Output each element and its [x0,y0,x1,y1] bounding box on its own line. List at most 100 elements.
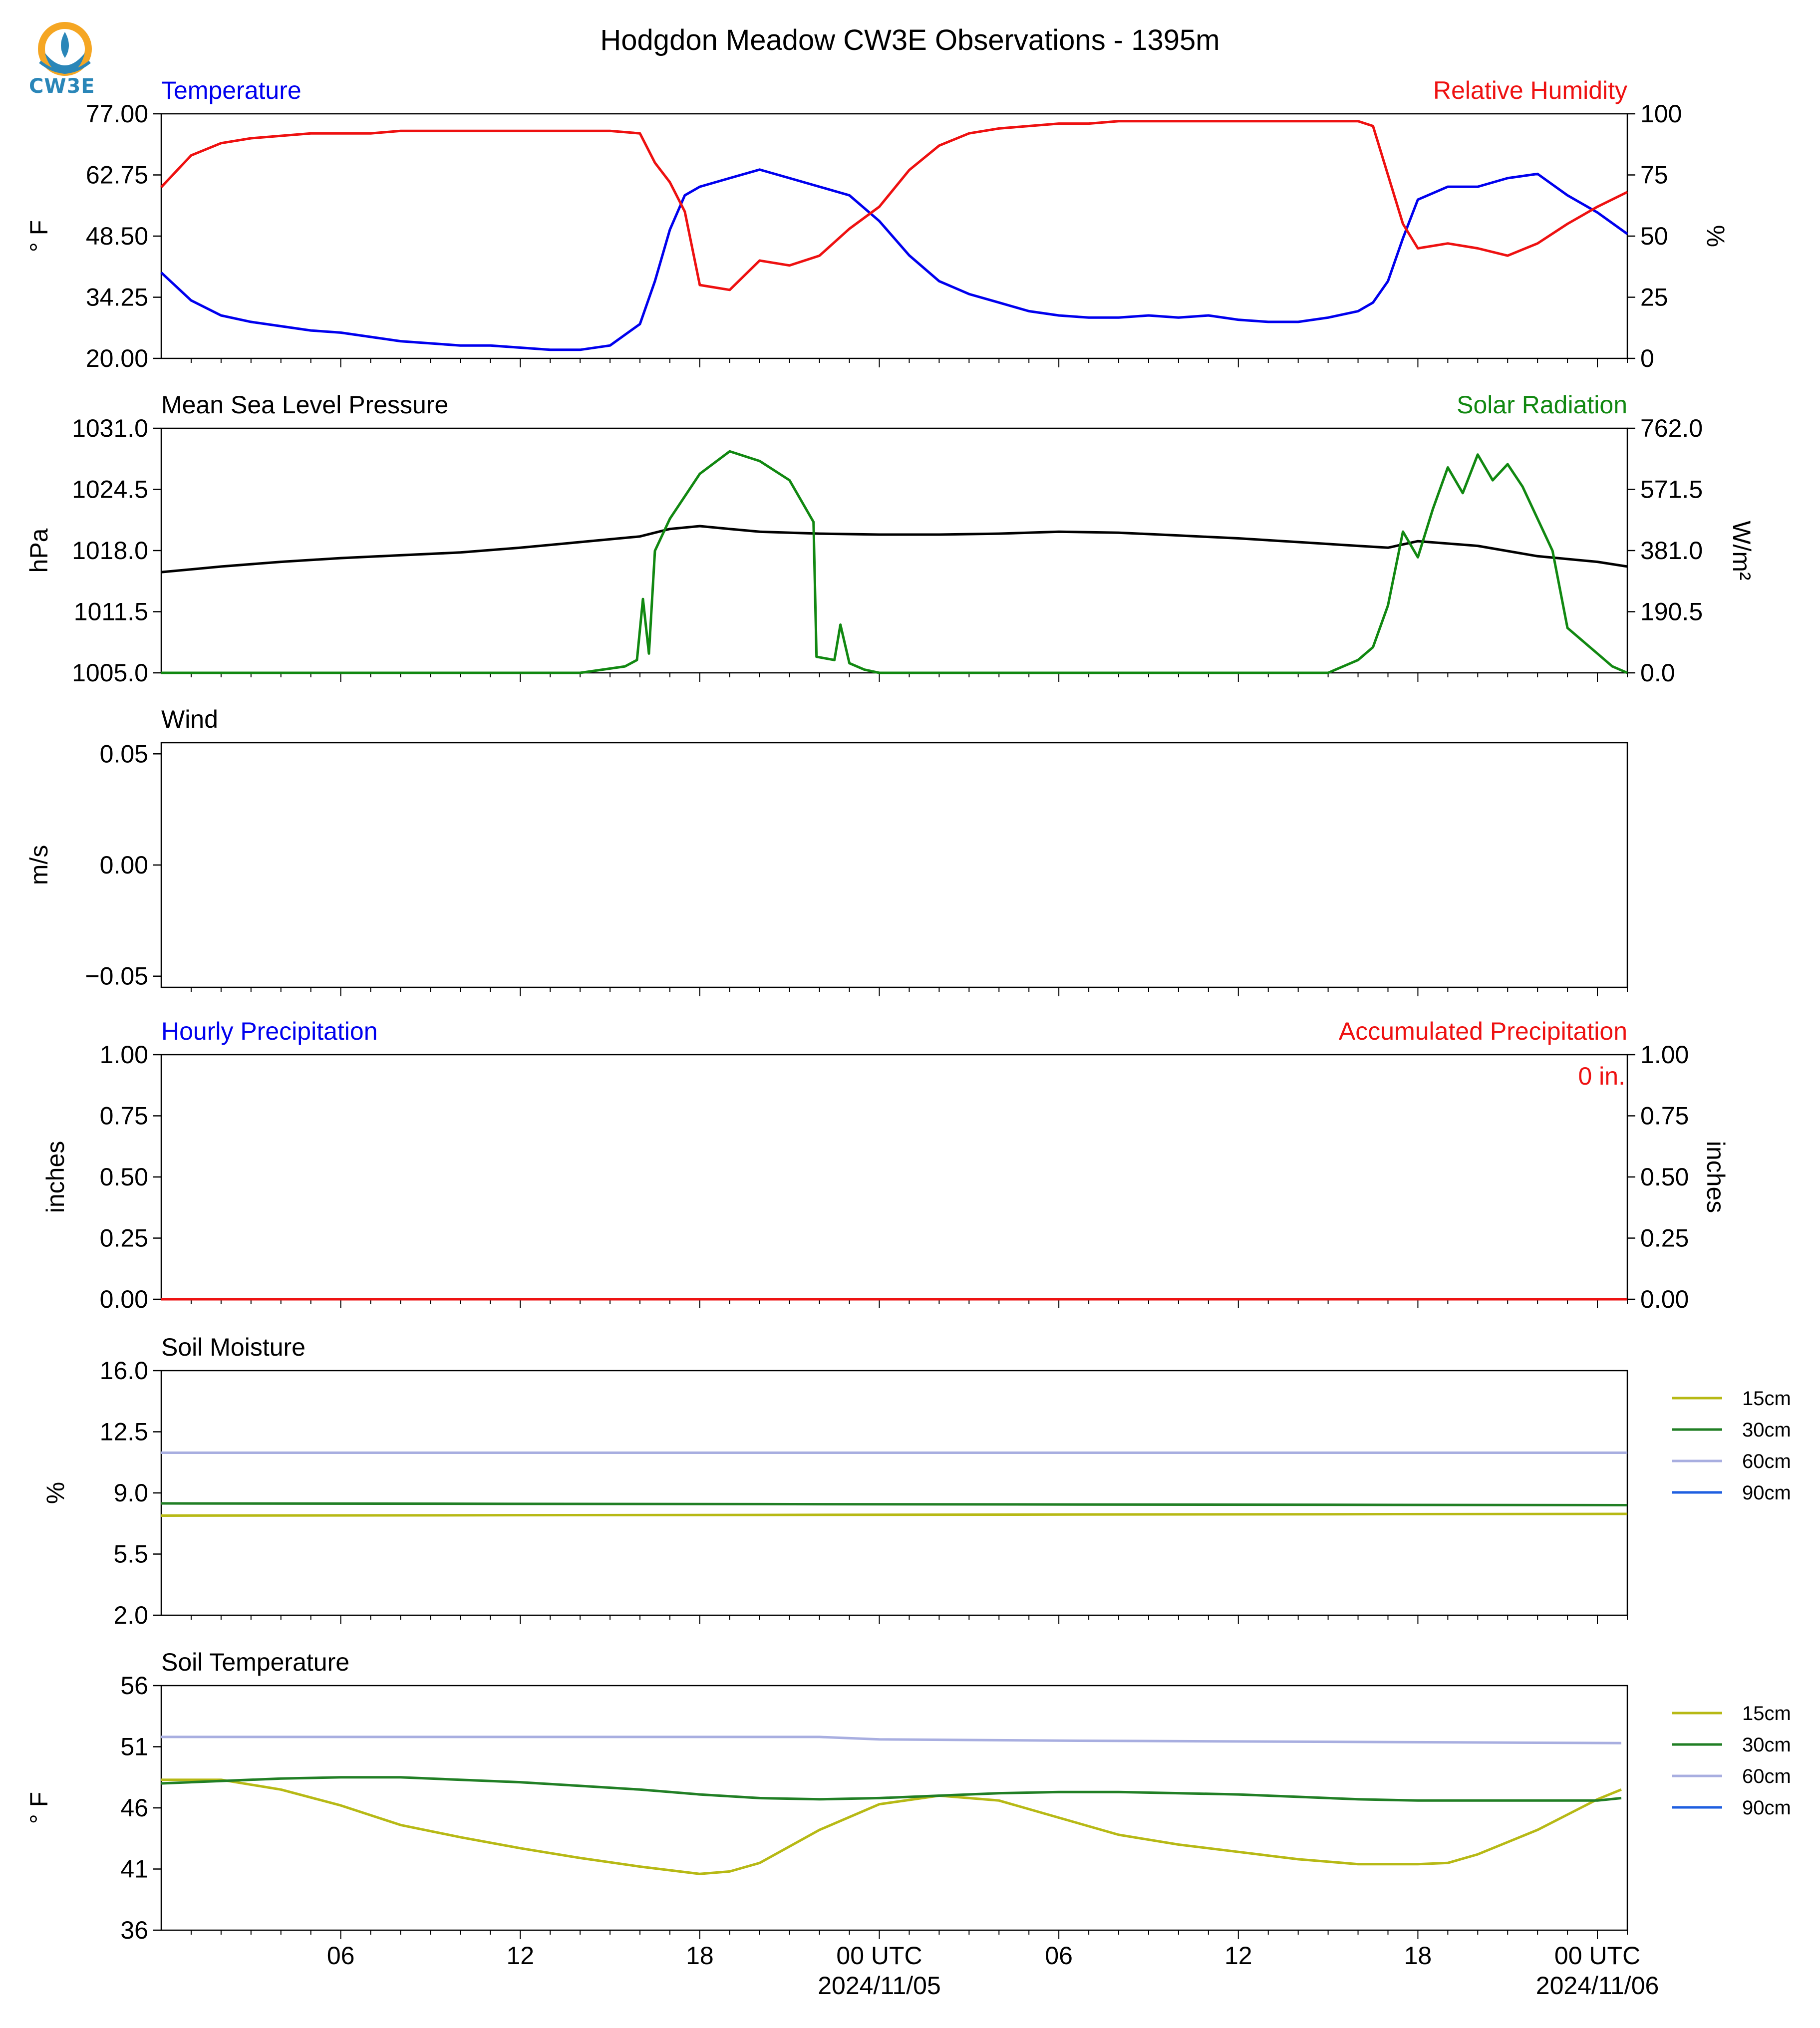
y-axis-label: ° F [25,1792,53,1824]
y-tick-label: 1024.5 [72,476,148,504]
panel-title-left: Hourly Precipitation [161,1017,378,1045]
y-tick-label: 2.0 [113,1601,148,1629]
legend-label-30cm: 30cm [1742,1419,1791,1441]
y-axis-label: % [41,1482,69,1504]
y-tick-label: 62.75 [86,161,148,189]
panel-title-right: Accumulated Precipitation [1339,1017,1627,1045]
panel-title-right: Relative Humidity [1433,76,1627,104]
y-tick-label-right: 0.00 [1640,1285,1689,1313]
panel-pressure_solar [153,427,1635,682]
y-axis-label-right: % [1702,225,1730,247]
y-tick-label-right: 571.5 [1640,476,1703,504]
x-tick-label: 12 [506,1942,534,1970]
y-tick-label-right: 1.00 [1640,1041,1689,1069]
y-tick-label-right: 50 [1640,222,1668,250]
x-tick-label: 06 [1045,1942,1073,1970]
y-tick-label: 48.50 [86,222,148,250]
legend-label-30cm: 30cm [1742,1734,1791,1756]
y-tick-label: 9.0 [113,1479,148,1507]
y-axis-label: ° F [25,220,53,252]
x-tick-label: 12 [1224,1942,1252,1970]
panel-soil_moisture [153,1370,1722,1624]
panel-frame [160,742,1628,988]
y-tick-label: 46 [120,1794,148,1822]
cw3e-logo-icon [38,22,92,76]
panel-frame [160,1054,1628,1300]
panel-title-left: Wind [161,705,218,733]
y-tick-label-right: 100 [1640,100,1682,128]
x-tick-label: 06 [327,1942,355,1970]
y-tick-label: 16.0 [100,1357,148,1385]
legend-label-60cm: 60cm [1742,1450,1791,1472]
y-tick-label-right: 762.0 [1640,414,1703,442]
x-tick-label: 18 [686,1942,714,1970]
panel-frame [160,113,1628,359]
panel-title-right: Solar Radiation [1457,391,1627,419]
y-tick-label-right: 75 [1640,161,1668,189]
panel-wind [153,742,1628,996]
y-tick-label-right: 25 [1640,284,1668,311]
y-tick-label: −0.05 [85,962,148,990]
panel-precipitation [153,1054,1635,1308]
legend-label-15cm: 15cm [1742,1703,1791,1725]
y-tick-label: 51 [120,1733,148,1761]
y-axis-label: m/s [25,845,53,885]
y-tick-label-right: 0.25 [1640,1224,1689,1252]
logo-text: CW3E [29,75,95,98]
series-15cm [161,1778,1622,1875]
y-axis-label-right: inches [1702,1141,1730,1213]
x-tick-label: 00 UTC [1554,1942,1640,1970]
x-date-label: 2024/11/06 [1536,1972,1659,2000]
x-tick-label: 18 [1404,1942,1432,1970]
panel-frame [160,427,1628,674]
accumulated-total-label: 0 in. [1578,1062,1625,1090]
y-tick-label: 1011.5 [74,598,148,626]
y-tick-label: 41 [120,1855,148,1883]
series-30cm [161,1502,1628,1506]
y-tick-label: 0.50 [100,1163,148,1191]
series-solar-radiation [161,450,1628,674]
y-tick-label: 36 [120,1916,148,1944]
series-60cm [161,1736,1622,1744]
y-tick-label-right: 0.75 [1640,1102,1689,1130]
y-tick-label: 0.00 [100,851,148,879]
panel-soil_temperature [153,1685,1722,1939]
series-relative-humidity [160,120,1628,291]
y-tick-label: 56 [120,1672,148,1700]
y-tick-label: 0.05 [100,740,148,768]
panel-title-left: Mean Sea Level Pressure [161,391,448,419]
legend-label-90cm: 90cm [1742,1797,1791,1819]
panel-temperature_rh [153,113,1635,367]
panel-frame [160,1370,1628,1616]
y-tick-label: 20.00 [86,344,148,372]
y-tick-label: 34.25 [86,284,148,311]
y-tick-label: 1018.0 [72,537,148,565]
panel-frame [160,1685,1628,1931]
panel-title-left: Soil Moisture [161,1333,305,1361]
y-tick-label: 12.5 [100,1418,148,1446]
y-tick-label: 77.00 [86,100,148,128]
y-tick-label-right: 0.0 [1640,659,1675,687]
y-tick-label: 0.00 [100,1285,148,1313]
x-tick-label: 00 UTC [836,1942,922,1970]
legend-label-60cm: 60cm [1742,1765,1791,1787]
y-tick-label-right: 190.5 [1640,598,1703,626]
y-tick-label: 0.25 [100,1224,148,1252]
legend-label-90cm: 90cm [1742,1482,1791,1504]
panel-title-left: Temperature [161,76,302,104]
y-tick-label: 0.75 [100,1102,148,1130]
series-temperature [160,168,1628,351]
panel-title-left: Soil Temperature [161,1648,349,1676]
y-axis-label: inches [41,1141,69,1213]
y-tick-label: 1005.0 [72,659,148,687]
y-tick-label-right: 0 [1640,344,1654,372]
series-mean-sea-level-pressure [161,525,1628,574]
x-date-label: 2024/11/05 [818,1972,941,2000]
y-tick-label: 1.00 [100,1041,148,1069]
legend-label-15cm: 15cm [1742,1388,1791,1410]
y-tick-label-right: 381.0 [1640,537,1703,565]
series-30cm [161,1776,1622,1802]
chart-title: Hodgdon Meadow CW3E Observations - 1395m [600,24,1219,56]
